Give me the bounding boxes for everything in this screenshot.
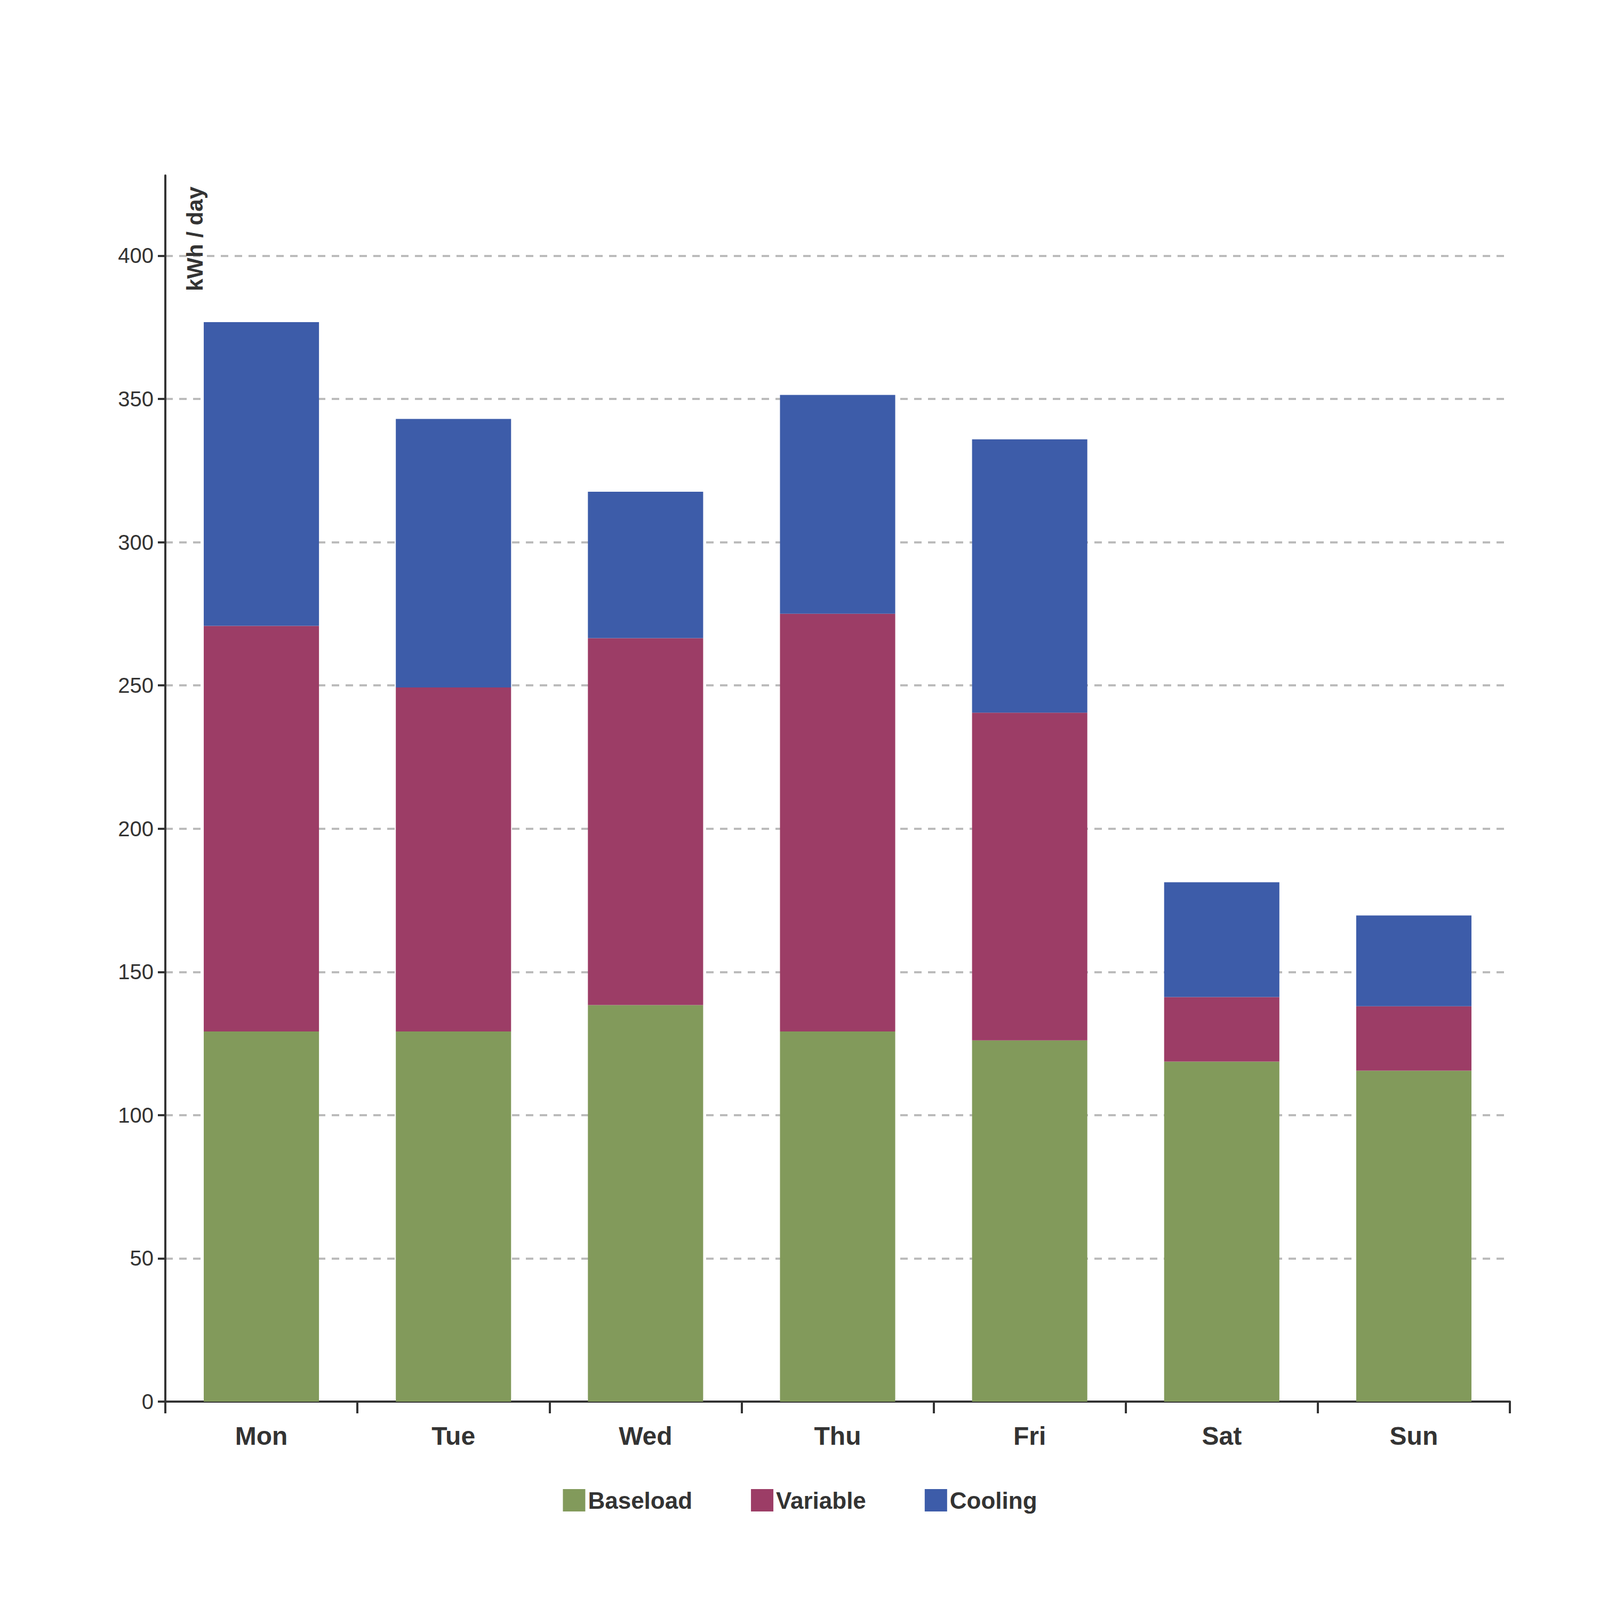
svg-text:Sun: Sun xyxy=(1389,1421,1439,1451)
svg-text:50: 50 xyxy=(130,1246,155,1270)
svg-text:kWh / day: kWh / day xyxy=(182,186,208,292)
svg-text:350: 350 xyxy=(117,387,154,411)
svg-text:400: 400 xyxy=(117,243,154,268)
svg-text:150: 150 xyxy=(117,960,154,984)
svg-text:200: 200 xyxy=(117,817,154,841)
svg-text:Cooling: Cooling xyxy=(949,1487,1038,1514)
svg-text:0: 0 xyxy=(141,1389,154,1414)
svg-text:Tue: Tue xyxy=(431,1421,476,1451)
svg-text:Mon: Mon xyxy=(235,1421,288,1451)
svg-text:250: 250 xyxy=(117,673,154,698)
svg-text:Variable: Variable xyxy=(776,1487,867,1514)
svg-text:Baseload: Baseload xyxy=(587,1487,693,1514)
svg-text:100: 100 xyxy=(117,1103,154,1127)
svg-text:Wed: Wed xyxy=(618,1421,672,1451)
svg-text:Thu: Thu xyxy=(814,1421,862,1451)
svg-text:Fri: Fri xyxy=(1013,1421,1046,1451)
svg-text:300: 300 xyxy=(117,530,154,555)
svg-text:Sat: Sat xyxy=(1201,1421,1242,1451)
